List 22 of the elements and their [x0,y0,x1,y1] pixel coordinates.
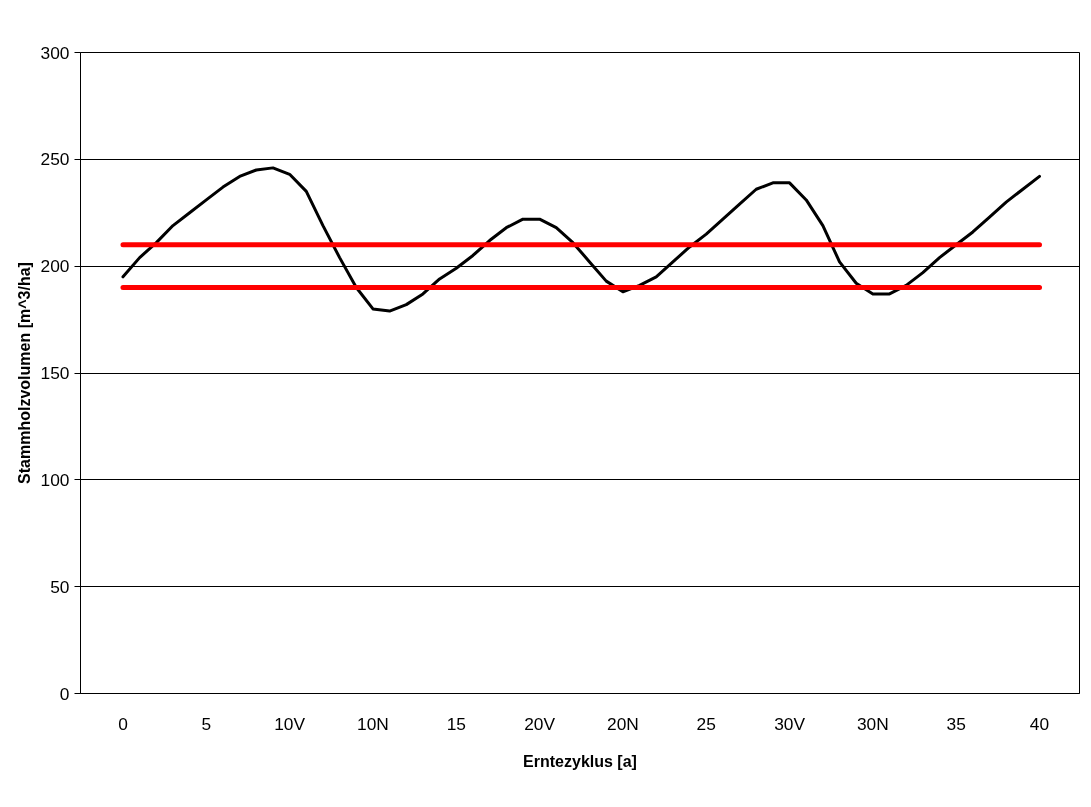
x-tick-label: 10V [274,713,306,734]
x-axis-title: Erntezyklus [a] [523,752,637,770]
y-axis-title: Stammholzvolumen [m^3/ha] [15,262,33,484]
y-tick-label: 300 [40,42,70,63]
x-tick-label: 0 [118,713,128,734]
x-tick-label: 15 [446,713,466,734]
x-tick-label: 20V [524,713,556,734]
line-series [121,166,1042,313]
x-tick-label: 5 [201,713,212,734]
y-tick-label: 50 [50,576,70,597]
y-tick-label: 200 [40,256,70,277]
y-tick-label: 100 [40,469,70,490]
x-tick-label: 25 [696,713,716,734]
x-tick-label: 35 [946,713,966,734]
x-tick-label: 20N [607,713,639,734]
x-tick-label: 10N [357,713,389,734]
y-tick-label: 150 [40,363,70,383]
x-tick-label: 30V [774,713,806,734]
x-tick-label: 40 [1029,713,1050,734]
y-tick-label: 250 [40,149,70,170]
x-tick-label: 30N [856,713,889,734]
y-tick-label: 0 [59,683,70,704]
